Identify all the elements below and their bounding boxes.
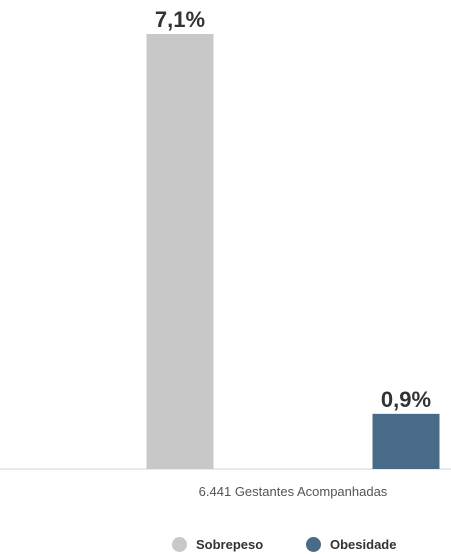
legend-label-sobrepeso: Sobrepeso [196, 536, 264, 552]
legend-swatch-sobrepeso [172, 536, 187, 552]
bar-sobrepeso[interactable] [146, 34, 214, 469]
chart: 7,1% 0,9% 6.441 Gestantes Acompanhadas [0, 7, 451, 499]
data-label-sobrepeso: 7,1% [155, 7, 205, 32]
legend-item-sobrepeso[interactable]: Sobrepeso [172, 534, 263, 554]
legend-item-obesidade[interactable]: Obesidade [306, 534, 396, 554]
category-label: 6.441 Gestantes Acompanhadas [199, 484, 388, 499]
legend-label-obesidade: Obesidade [330, 536, 397, 552]
legend-swatch-obesidade [306, 536, 321, 552]
bar-obesidade[interactable] [372, 413, 440, 469]
data-label-obesidade: 0,9% [381, 387, 431, 412]
legend: Sobrepeso Obesidade [0, 534, 451, 554]
